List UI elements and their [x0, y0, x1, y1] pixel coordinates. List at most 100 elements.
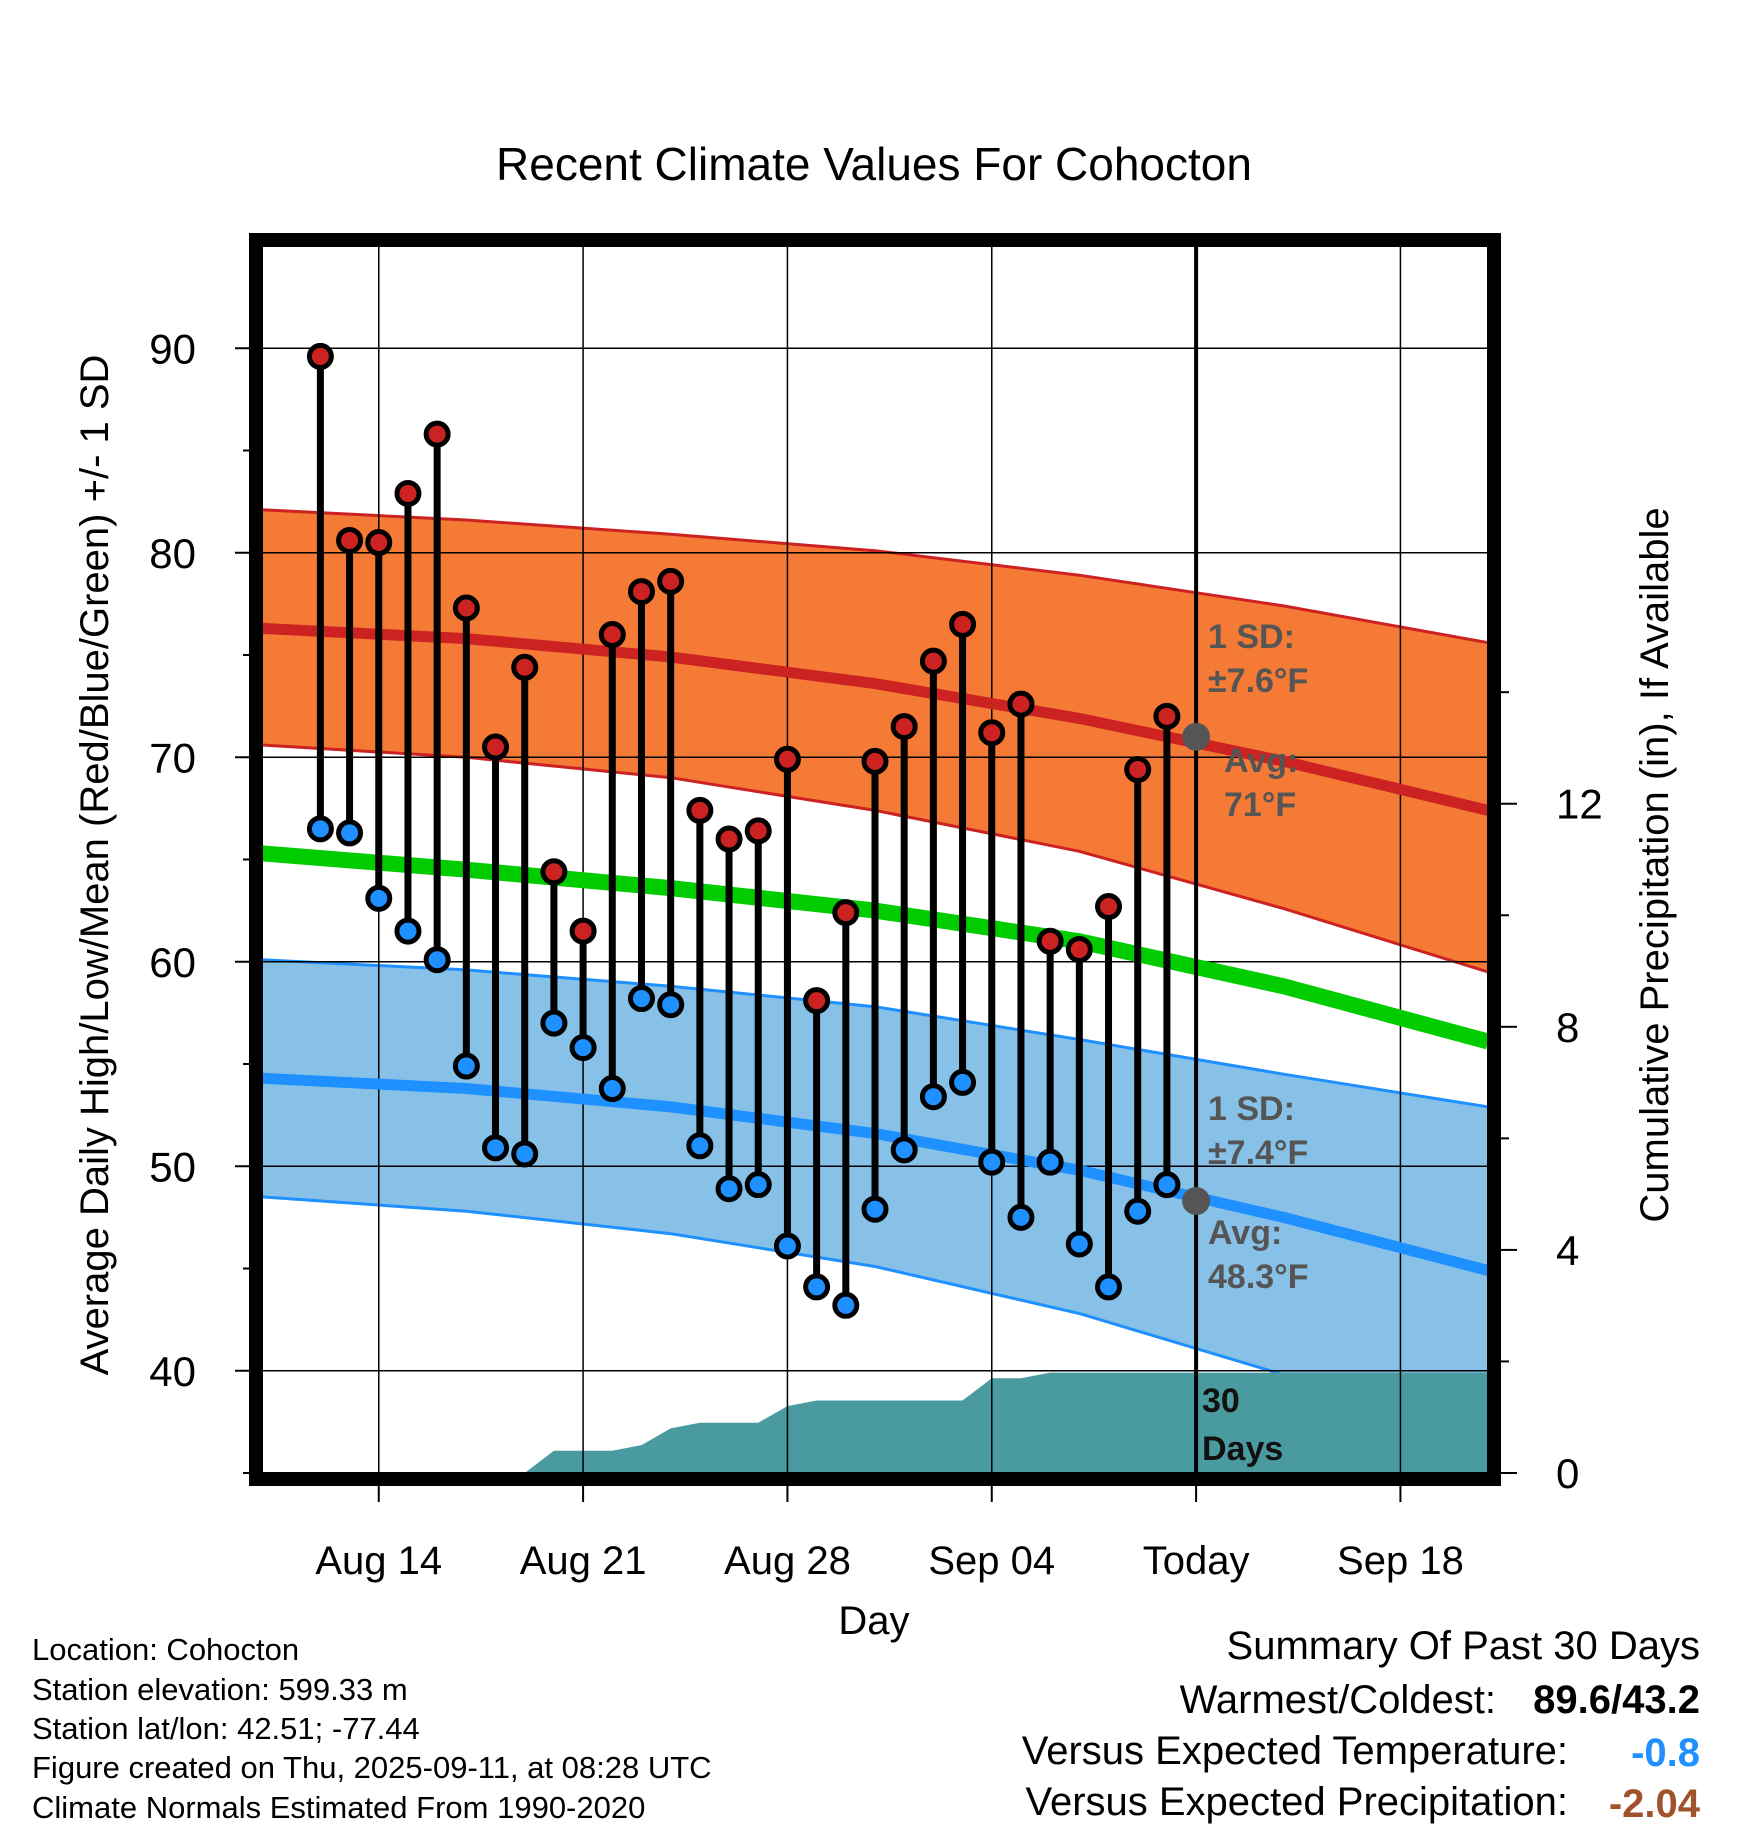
daily-low-point	[511, 1140, 539, 1168]
daily-low-point	[627, 985, 655, 1013]
daily-high-point	[919, 647, 947, 675]
daily-low-point	[569, 1034, 597, 1062]
x-tick-label: Aug 28	[724, 1539, 851, 1583]
x-axis-label: Day	[838, 1599, 909, 1643]
daily-high-point	[540, 858, 568, 886]
daily-low-point	[365, 884, 393, 912]
daily-high-point	[803, 987, 831, 1015]
low-avg-value: 48.3°F	[1208, 1258, 1309, 1296]
daily-high-point	[336, 526, 364, 554]
daily-low-point	[336, 819, 364, 847]
summary-temp-value: -0.8	[1631, 1731, 1700, 1775]
daily-low-point	[1124, 1197, 1152, 1225]
x-tick-label: Sep 04	[928, 1539, 1055, 1583]
daily-low-point	[949, 1068, 977, 1096]
y-tick-label: 40	[149, 1348, 196, 1395]
low-sd-label: 1 SD:	[1208, 1090, 1295, 1128]
y-tick-label: 80	[149, 530, 196, 577]
daily-high-point	[394, 479, 422, 507]
high-avg-label: Avg:	[1224, 742, 1298, 780]
daily-low-point	[1036, 1148, 1064, 1176]
y-tick-label: 70	[149, 734, 196, 781]
daily-high-point	[511, 653, 539, 681]
summary-panel: Summary Of Past 30 Days Warmest/Coldest:…	[1022, 1624, 1701, 1826]
summary-precip-value: -2.04	[1609, 1782, 1701, 1826]
daily-high-point	[482, 733, 510, 761]
precip-days-label: Days	[1202, 1430, 1283, 1468]
precip-days-number: 30	[1202, 1382, 1240, 1420]
daily-high-point	[1065, 935, 1093, 963]
high-avg-marker	[1182, 722, 1211, 751]
summary-warm-cold-label: Warmest/Coldest:	[1180, 1678, 1496, 1722]
plot-border	[249, 233, 1501, 1486]
daily-high-point	[715, 825, 743, 853]
footer-location: Location: Cohocton	[32, 1632, 299, 1667]
daily-high-point	[365, 529, 393, 557]
daily-high-point	[832, 899, 860, 927]
daily-low-point	[686, 1132, 714, 1160]
daily-high-point	[569, 917, 597, 945]
daily-low-point	[919, 1083, 947, 1111]
high-sd-label: 1 SD:	[1208, 618, 1295, 656]
low-sd-value: ±7.4°F	[1208, 1134, 1308, 1172]
daily-low-point	[394, 917, 422, 945]
y2-tick-label: 12	[1556, 781, 1603, 828]
daily-high-point	[452, 594, 480, 622]
daily-low-point	[306, 815, 334, 843]
low-avg-label: Avg:	[1208, 1214, 1282, 1252]
y2-axis-label: Cumulative Precipitation (in), If Availa…	[1633, 507, 1677, 1222]
high-sd-value: ±7.6°F	[1208, 662, 1308, 700]
daily-low-point	[861, 1195, 889, 1223]
daily-low-point	[1095, 1273, 1123, 1301]
footer-info: Location: Cohocton Station elevation: 59…	[32, 1632, 712, 1825]
daily-high-point	[861, 747, 889, 775]
daily-low-point	[452, 1052, 480, 1080]
daily-low-point	[657, 991, 685, 1019]
y2-tick-label: 4	[1556, 1227, 1579, 1274]
daily-high-point	[423, 420, 451, 448]
summary-warm-cold-value: 89.6/43.2	[1533, 1678, 1700, 1722]
plot-area: 1 SD: ±7.6°F Avg: 71°F 1 SD: ±7.4°F Avg: 48.3°F…	[149, 233, 1603, 1583]
daily-low-point	[832, 1291, 860, 1319]
daily-high-point	[1007, 690, 1035, 718]
daily-low-point	[715, 1175, 743, 1203]
low-avg-marker	[1182, 1187, 1211, 1216]
chart-title: Recent Climate Values For Cohocton	[496, 138, 1252, 190]
y2-tick-label: 8	[1556, 1004, 1579, 1051]
y-tick-label: 50	[149, 1143, 196, 1190]
daily-low-point	[803, 1273, 831, 1301]
daily-high-point	[686, 796, 714, 824]
high-sd-upper-line	[262, 508, 1488, 645]
footer-latlon: Station lat/lon: 42.51; -77.44	[32, 1711, 420, 1746]
high-avg-value: 71°F	[1224, 786, 1296, 824]
daily-high-point	[306, 342, 334, 370]
daily-low-point	[773, 1232, 801, 1260]
x-tick-label: Sep 18	[1337, 1539, 1464, 1583]
daily-high-point	[657, 567, 685, 595]
daily-high-point	[1124, 756, 1152, 784]
y-tick-label: 90	[149, 325, 196, 372]
daily-high-point	[890, 713, 918, 741]
footer-created: Figure created on Thu, 2025-09-11, at 08…	[32, 1750, 712, 1785]
x-tick-label: Today	[1143, 1539, 1250, 1583]
daily-high-point	[949, 610, 977, 638]
summary-title: Summary Of Past 30 Days	[1227, 1624, 1700, 1668]
y-axis-label: Average Daily High/Low/Mean (Red/Blue/Gr…	[73, 355, 117, 1376]
x-tick-label: Aug 14	[315, 1539, 442, 1583]
daily-low-point	[890, 1136, 918, 1164]
footer-elevation: Station elevation: 599.33 m	[32, 1672, 408, 1707]
x-tick-label: Aug 21	[520, 1539, 647, 1583]
daily-low-point	[1065, 1230, 1093, 1258]
high-sd-band	[262, 509, 1488, 972]
daily-high-point	[627, 578, 655, 606]
y-tick-label: 60	[149, 939, 196, 986]
daily-high-point	[1095, 893, 1123, 921]
summary-precip-label: Versus Expected Precipitation:	[1025, 1780, 1568, 1824]
daily-low-point	[540, 1009, 568, 1037]
daily-low-point	[1007, 1203, 1035, 1231]
daily-low-point	[423, 946, 451, 974]
daily-low-point	[598, 1075, 626, 1103]
precip-area	[262, 1372, 1488, 1473]
y2-tick-label: 0	[1556, 1450, 1579, 1497]
